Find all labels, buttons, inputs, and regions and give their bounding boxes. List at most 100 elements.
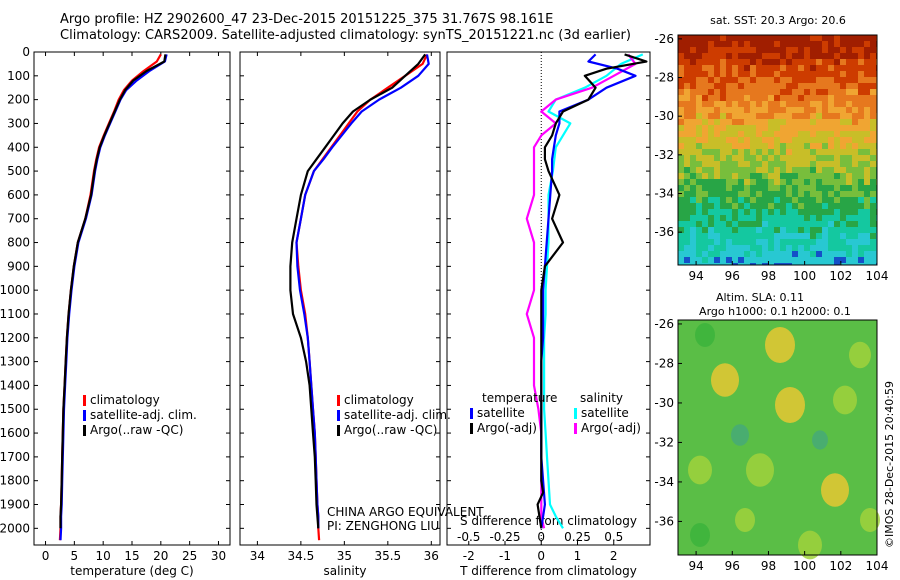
sst-cell [792, 41, 798, 47]
sst-cell [858, 41, 864, 47]
sst-cell [702, 131, 708, 137]
sst-cell [714, 191, 720, 197]
sst-cell [846, 179, 852, 185]
sst-cell [768, 59, 774, 65]
sst-cell [858, 47, 864, 53]
sst-cell [738, 263, 744, 265]
sst-cell [702, 89, 708, 95]
x-tick-label: 34 [250, 549, 265, 563]
sst-cell [768, 233, 774, 239]
sst-cell [690, 221, 696, 227]
sst-cell [726, 209, 732, 215]
sst-cell [792, 125, 798, 131]
sst-cell [750, 221, 756, 227]
sst-cell [780, 251, 786, 257]
sst-cell [762, 155, 768, 161]
sst-cell [768, 161, 774, 167]
sst-cell [798, 65, 804, 71]
sst-cell [678, 203, 684, 209]
sst-cell [840, 191, 846, 197]
sst-cell [738, 197, 744, 203]
sst-cell [828, 173, 834, 179]
sst-cell [708, 113, 714, 119]
sst-cell [732, 233, 738, 239]
sst-cell [840, 107, 846, 113]
sst-cell [828, 53, 834, 59]
sst-cell [816, 227, 822, 233]
sst-cell [768, 149, 774, 155]
sst-cell [858, 89, 864, 95]
sst-cell [720, 215, 726, 221]
sst-cell [702, 35, 708, 41]
sst-cell [768, 173, 774, 179]
sst-cell [798, 47, 804, 53]
sst-cell [864, 125, 870, 131]
map-y-tick-label: -30 [654, 109, 674, 123]
sst-cell [678, 155, 684, 161]
sst-cell [678, 119, 684, 125]
sst-cell [768, 167, 774, 173]
sst-cell [840, 245, 846, 251]
sst-cell [744, 179, 750, 185]
sst-cell [702, 167, 708, 173]
sst-cell [714, 59, 720, 65]
temperature-legend-item-swatch [83, 425, 86, 436]
sst-cell [792, 173, 798, 179]
sst-cell [792, 185, 798, 191]
sst-cell [744, 245, 750, 251]
sst-cell [762, 53, 768, 59]
depth-tick-label: 1300 [0, 355, 30, 369]
sst-cell [858, 143, 864, 149]
sst-cell [696, 215, 702, 221]
sst-cell [786, 221, 792, 227]
sst-cell [780, 143, 786, 149]
sst-cell [696, 239, 702, 245]
sst-cell [732, 239, 738, 245]
sst-cell [846, 173, 852, 179]
sst-cell [720, 227, 726, 233]
sst-cell [846, 113, 852, 119]
sst-cell [786, 173, 792, 179]
sst-cell [732, 185, 738, 191]
sst-cell [864, 215, 870, 221]
sst-cell [702, 263, 708, 265]
sst-cell [834, 185, 840, 191]
sst-cell [714, 233, 720, 239]
sst-cell [804, 35, 810, 41]
sst-cell [858, 101, 864, 107]
sst-cell [702, 221, 708, 227]
sst-cell [756, 71, 762, 77]
sst-cell [828, 251, 834, 257]
sst-cell [696, 47, 702, 53]
map-x-tick-label: 96 [725, 269, 740, 283]
x-tick-label: 35.5 [374, 549, 401, 563]
sst-cell [750, 83, 756, 89]
sst-cell [846, 89, 852, 95]
sst-cell [720, 137, 726, 143]
sst-cell [678, 221, 684, 227]
sst-cell [750, 191, 756, 197]
sst-cell [852, 161, 858, 167]
sst-cell [756, 149, 762, 155]
sst-cell [810, 185, 816, 191]
sst-cell [804, 131, 810, 137]
sst-cell [864, 137, 870, 143]
sst-cell [786, 245, 792, 251]
sst-cell [714, 251, 720, 257]
sst-cell [828, 143, 834, 149]
sst-cell [708, 149, 714, 155]
sst-cell [840, 167, 846, 173]
sst-cell [846, 209, 852, 215]
sst-cell [864, 227, 870, 233]
sst-cell [756, 251, 762, 257]
sst-cell [804, 215, 810, 221]
sst-cell [792, 239, 798, 245]
sst-cell [750, 185, 756, 191]
sst-cell [702, 197, 708, 203]
sst-cell [870, 215, 876, 221]
sst-cell [678, 59, 684, 65]
sst-cell [762, 149, 768, 155]
depth-tick-label: 0 [22, 45, 30, 59]
sst-cell [816, 41, 822, 47]
depth-tick-label: 700 [7, 212, 30, 226]
